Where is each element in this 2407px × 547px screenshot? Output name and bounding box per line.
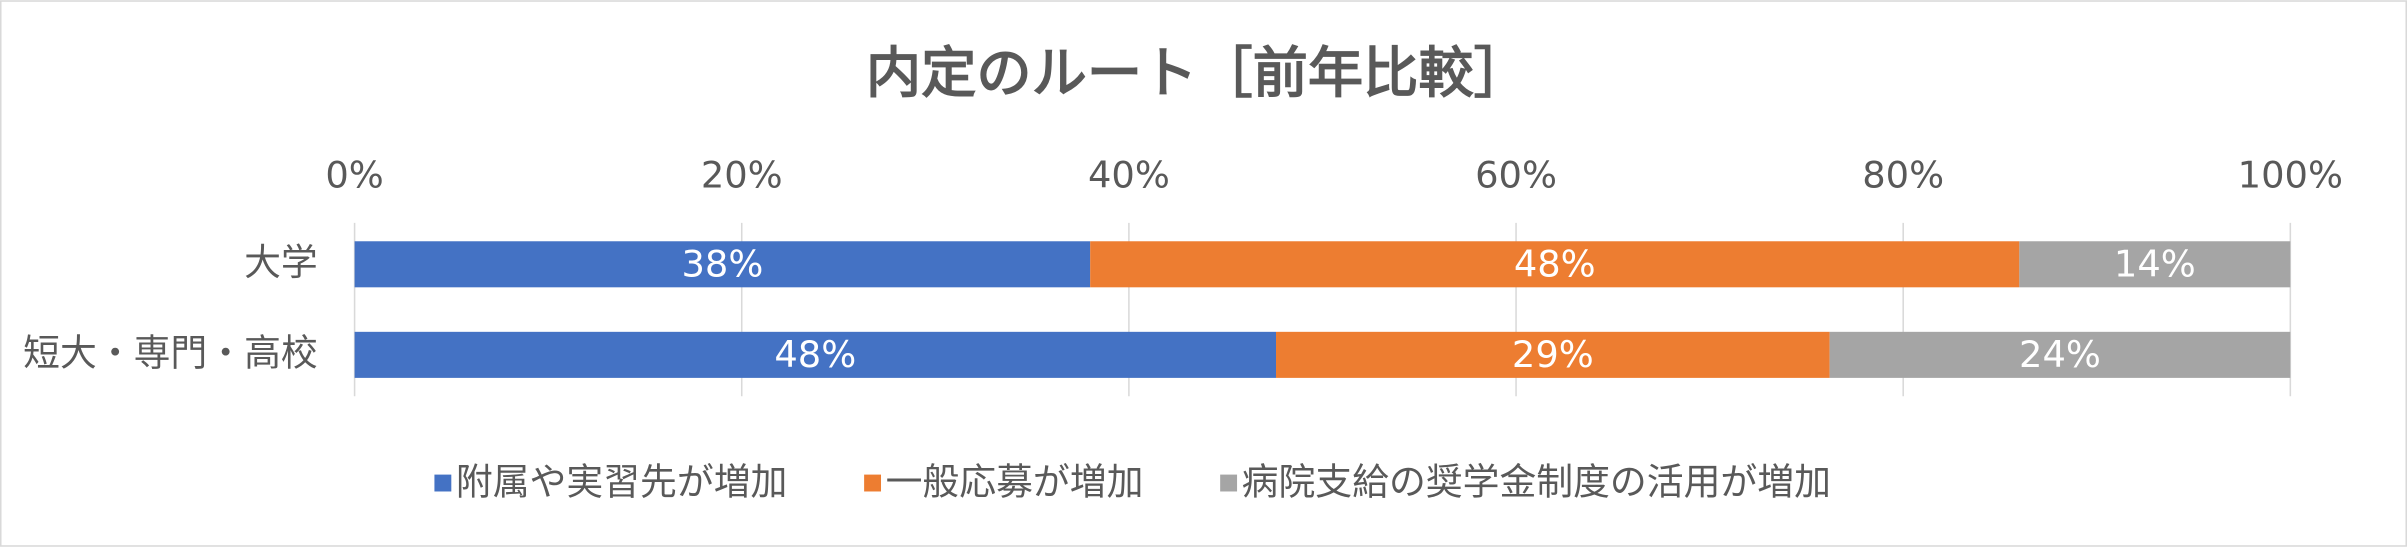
- bar-segment: [2019, 241, 2291, 288]
- legend-label: 病院支給の奨学金制度の活用が増加: [1242, 460, 1831, 503]
- bar-segment: [1829, 331, 2291, 378]
- legend-swatch: [434, 474, 452, 492]
- x-tick-label: 100%: [2238, 153, 2343, 196]
- data-label: 48%: [774, 333, 856, 376]
- legend-label: 一般応募が増加: [886, 460, 1144, 503]
- data-label: 48%: [1514, 242, 1596, 285]
- legend-swatch: [864, 474, 882, 492]
- y-tick-label: 短大・専門・高校: [23, 331, 318, 374]
- x-tick-label: 60%: [1475, 153, 1557, 196]
- x-tick-label: 80%: [1862, 153, 1944, 196]
- y-tick-label: 大学: [244, 241, 318, 284]
- data-label: 38%: [681, 242, 763, 285]
- x-tick-label: 20%: [701, 153, 783, 196]
- data-label: 14%: [2114, 242, 2196, 285]
- chart-title: 内定のルート［前年比較］: [866, 42, 1529, 106]
- data-label: 29%: [1512, 333, 1594, 376]
- bar-segment: [1090, 241, 2020, 288]
- bar-segment: [1276, 331, 1830, 378]
- data-label: 24%: [2019, 333, 2101, 376]
- x-tick-label: 0%: [325, 153, 383, 196]
- legend-swatch: [1220, 474, 1238, 492]
- legend-label: 附属や実習先が増加: [456, 460, 787, 503]
- bar-segment: [354, 331, 1277, 378]
- x-tick-label: 40%: [1088, 153, 1170, 196]
- bar-segment: [354, 241, 1091, 288]
